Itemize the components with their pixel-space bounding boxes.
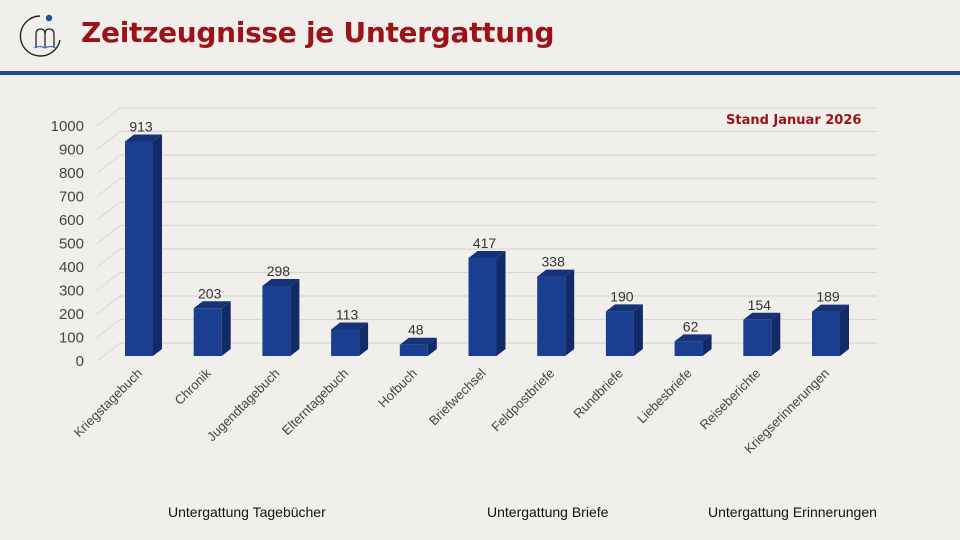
bar-front [812, 311, 840, 356]
bar-side [427, 337, 437, 356]
status-annotation: Stand Januar 2026 [726, 113, 862, 128]
x-tick-label: Liebesbriefe [634, 366, 695, 427]
gridline-depth [96, 178, 121, 197]
x-tick-label: Reiseberichte [697, 366, 764, 433]
page-title: Zeitzeugnisse je Untergattung [81, 16, 555, 49]
x-tick-label: Jugendtagebuch [204, 366, 283, 445]
y-tick-label: 900 [59, 142, 84, 159]
bar-top [399, 337, 437, 345]
y-tick-label: 300 [59, 283, 84, 300]
bar-top [125, 134, 162, 142]
bar-front [399, 344, 428, 356]
bar [743, 312, 781, 356]
gridline-depth [96, 107, 121, 127]
bar-side [221, 301, 231, 356]
bar-front [125, 141, 153, 356]
bar-side [633, 304, 643, 356]
bar [537, 269, 575, 356]
bar-top [262, 278, 300, 286]
bar [399, 337, 437, 356]
gridline-depth [96, 342, 121, 362]
data-label: 913 [129, 118, 153, 134]
bar-side [702, 334, 712, 356]
bar-front [537, 276, 566, 356]
bar-top [331, 322, 369, 330]
data-label: 48 [408, 322, 424, 338]
y-axis-ticks: 0 100 200 300 400 500 600 700 800 900 1000 [51, 118, 84, 370]
bar-side [290, 278, 300, 356]
gridline-depth [96, 272, 121, 291]
x-tick-label: Elterntagebuch [279, 366, 351, 438]
bar [812, 304, 849, 356]
x-tick-label: Chronik [172, 365, 215, 408]
data-label: 113 [336, 306, 359, 322]
x-tick-label: Hofbuch [375, 366, 420, 411]
bar [468, 251, 506, 356]
gridline-depth [96, 248, 121, 268]
bar-top [537, 269, 575, 277]
data-label: 189 [816, 289, 840, 305]
bar [605, 304, 643, 356]
bar-side [771, 312, 781, 356]
bar-top [468, 251, 506, 259]
bar-top [743, 312, 781, 320]
gridline-depth [96, 319, 121, 338]
bar-front [743, 319, 772, 356]
bar-front [193, 308, 222, 356]
y-tick-label: 600 [59, 212, 84, 229]
group-label-erinnerungen: Untergattung Erinnerungen [708, 504, 877, 520]
bar [674, 334, 712, 356]
gridline-depth [96, 201, 121, 221]
book-reader-logo-icon [19, 14, 61, 57]
y-tick-label: 200 [59, 306, 84, 323]
group-label-tagebuecher: Untergattung Tagebücher [168, 504, 326, 520]
bars [125, 134, 849, 356]
data-label: 338 [542, 254, 566, 270]
data-label: 154 [748, 297, 772, 313]
y-tick-label: 700 [59, 189, 84, 206]
bar-side [565, 269, 575, 356]
bar-side [153, 134, 162, 356]
bar-front [468, 258, 497, 356]
y-tick-label: 100 [59, 330, 84, 347]
data-label: 298 [267, 263, 291, 279]
bar-front [674, 341, 703, 356]
gridline-depth [96, 295, 121, 315]
header-divider [0, 71, 960, 75]
bar-top [605, 304, 643, 312]
bar-front [262, 285, 291, 356]
x-axis-labels: Kriegstagebuch ChronikJugendtagebuchElter… [71, 365, 832, 456]
bar-top [674, 334, 712, 342]
x-tick-label: Feldpostbriefe [488, 366, 557, 435]
data-label: 190 [610, 288, 634, 304]
gridline-depth [96, 225, 121, 244]
y-tick-label: 500 [59, 236, 84, 253]
x-tick-label: Rundbriefe [570, 366, 626, 422]
bar [193, 301, 231, 356]
bar-top [193, 301, 231, 309]
gridline-depth [96, 154, 121, 174]
bar-side [359, 322, 369, 356]
bar-front [331, 329, 360, 356]
data-label: 62 [683, 318, 699, 334]
x-tick-label: Kriegstagebuch [71, 366, 145, 440]
bar [125, 134, 162, 356]
data-label: 417 [473, 235, 497, 251]
bar [262, 278, 300, 356]
y-tick-label: 0 [76, 353, 84, 370]
data-labels: 913 203 298 113 48 417 338 190 62 154 189 [129, 118, 840, 337]
bar-front [605, 311, 634, 356]
gridline-depth [96, 131, 121, 150]
bar-top [812, 304, 849, 312]
y-tick-label: 400 [59, 259, 84, 276]
y-tick-label: 1000 [51, 118, 84, 135]
y-tick-label: 800 [59, 165, 84, 182]
bar [331, 322, 369, 356]
x-tick-label: Briefwechsel [426, 365, 489, 428]
group-label-briefe: Untergattung Briefe [487, 504, 609, 520]
bar-side [496, 251, 506, 356]
bar-side [840, 304, 849, 356]
data-label: 203 [198, 285, 222, 301]
